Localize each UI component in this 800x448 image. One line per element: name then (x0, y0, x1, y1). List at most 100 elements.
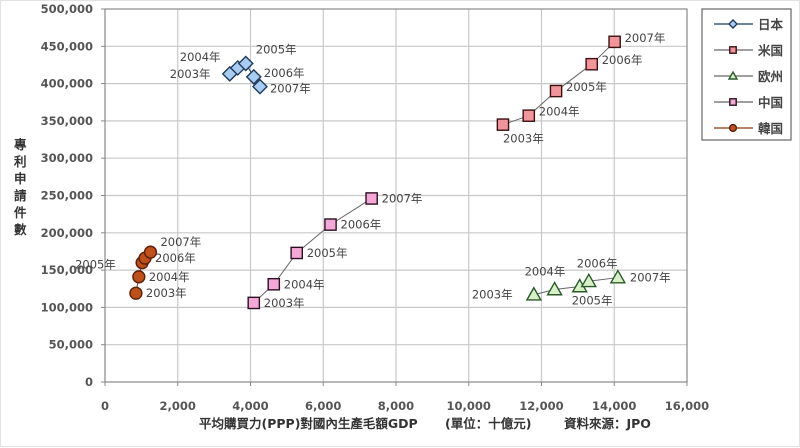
data-label: 2006年 (341, 218, 382, 232)
y-axis-label-char: 申 (14, 171, 27, 186)
data-label: 2006年 (264, 66, 305, 80)
data-label: 2003年 (503, 132, 544, 146)
circle-marker (129, 286, 143, 300)
y-tick-label: 450,000 (41, 39, 93, 53)
series-米国: 2003年 2004年 2005年 2006年 2007年 (496, 31, 666, 146)
data-label: 2005年 (256, 42, 297, 56)
diamond-marker (245, 68, 262, 85)
data-label: 2004年 (525, 264, 566, 278)
diamond-marker (251, 78, 268, 95)
data-label: 2007年 (625, 31, 666, 45)
legend-square-icon (729, 46, 737, 54)
y-axis-label-char: 件 (14, 205, 27, 220)
triangle-marker (525, 286, 543, 301)
data-label: 2004年 (284, 277, 325, 291)
series-日本: 2003年 2004年 2005年 2006年 2007年 (170, 42, 311, 95)
data-label: 2004年 (180, 50, 221, 64)
triangle-marker (609, 269, 627, 284)
square-marker (267, 277, 281, 291)
legend-item-米国: 米国 (714, 43, 783, 58)
square-marker (549, 84, 563, 98)
x-axis-label: 平均購買力(PPP)對國內生產毛額GDP (199, 416, 418, 431)
circle-marker (132, 270, 146, 284)
legend-item-欧州: 欧州 (714, 69, 783, 84)
x-tick-label: 12,000 (519, 399, 563, 413)
y-axis-label-char: 請 (14, 188, 27, 203)
square-marker (585, 57, 598, 71)
data-label: 2003年 (170, 67, 211, 81)
data-label: 2005年 (307, 246, 348, 260)
data-label: 2003年 (264, 296, 305, 310)
series-欧州: 2003年 2004年 2005年 2006年 2007年 (472, 256, 671, 307)
y-tick-label: 200,000 (41, 226, 93, 240)
y-tick-label: 250,000 (41, 189, 93, 203)
square-marker (496, 118, 510, 131)
square-marker (247, 296, 261, 310)
y-tick-label: 150,000 (41, 263, 93, 277)
diamond-marker (237, 55, 254, 72)
legend-triangle-icon (727, 70, 739, 80)
data-series: 2003年2004年2005年2006年2007年2003年2004年2005年… (75, 31, 671, 310)
data-label: 2003年 (146, 286, 187, 300)
data-label: 2004年 (539, 105, 580, 119)
data-label: 2004年 (149, 270, 190, 284)
circle-marker (143, 245, 158, 259)
data-label: 2003年 (472, 288, 513, 302)
x-tick-label: 6,000 (305, 399, 341, 413)
x-tick-label: 10,000 (447, 399, 491, 413)
x-tick-label: 4,000 (232, 399, 268, 413)
square-marker (290, 246, 303, 260)
y-axis-label-char: 利 (14, 154, 27, 169)
legend-item-中国: 中国 (714, 95, 783, 110)
x-tick-label: 2,000 (160, 399, 196, 413)
square-marker (324, 218, 337, 231)
data-label: 2005年 (572, 294, 613, 308)
y-axis-label-char: 專 (14, 137, 27, 152)
x-tick-label: 16,000 (665, 399, 709, 413)
data-label: 2005年 (75, 258, 116, 272)
data-label: 2007年 (630, 271, 671, 285)
x-axis-ticks: 0 2,000 4,000 6,000 8,000 10,000 12,000 14,000 1… (101, 382, 709, 413)
legend-item-日本: 日本 (714, 17, 784, 32)
legend-label: 欧州 (758, 69, 783, 84)
triangle-marker (580, 272, 597, 288)
data-label: 2007年 (382, 191, 423, 205)
data-label: 2006年 (602, 53, 643, 67)
data-label: 2005年 (566, 80, 607, 94)
data-source: 資料來源：JPO (564, 416, 651, 431)
y-tick-label: 0 (85, 375, 93, 389)
data-label: 2007年 (270, 82, 311, 96)
y-axis-ticks: 0 50,000 100,000 150,000 200,000 250,000 300,0… (41, 2, 105, 389)
x-axis-unit: (單位：十億元) (445, 416, 531, 431)
legend-diamond-icon (728, 19, 738, 29)
square-marker (608, 35, 621, 49)
legend-circle-icon (728, 123, 738, 133)
legend-label: 韓国 (758, 121, 783, 136)
legend-label: 米国 (757, 43, 783, 58)
y-tick-label: 400,000 (41, 77, 93, 91)
y-tick-label: 500,000 (41, 2, 93, 16)
x-tick-label: 0 (101, 399, 109, 413)
data-label: 2006年 (577, 256, 618, 270)
y-tick-label: 350,000 (41, 114, 93, 128)
data-label: 2007年 (160, 235, 201, 249)
square-marker (522, 109, 536, 122)
y-tick-label: 50,000 (49, 338, 93, 352)
legend-label: 中国 (758, 95, 783, 110)
x-tick-label: 14,000 (592, 399, 636, 413)
series-韓国: 2003年 2004年 2005年 2006年 2007年 (75, 235, 201, 300)
legend-square-icon (729, 98, 737, 106)
y-axis-label-char: 數 (14, 222, 27, 237)
y-tick-label: 100,000 (41, 300, 93, 314)
legend-box (701, 8, 792, 141)
legend-label: 日本 (758, 17, 784, 32)
legend-item-韓国: 韓国 (714, 121, 783, 136)
x-tick-label: 8,000 (378, 399, 414, 413)
data-label: 2006年 (155, 251, 196, 265)
y-tick-label: 300,000 (41, 151, 93, 165)
